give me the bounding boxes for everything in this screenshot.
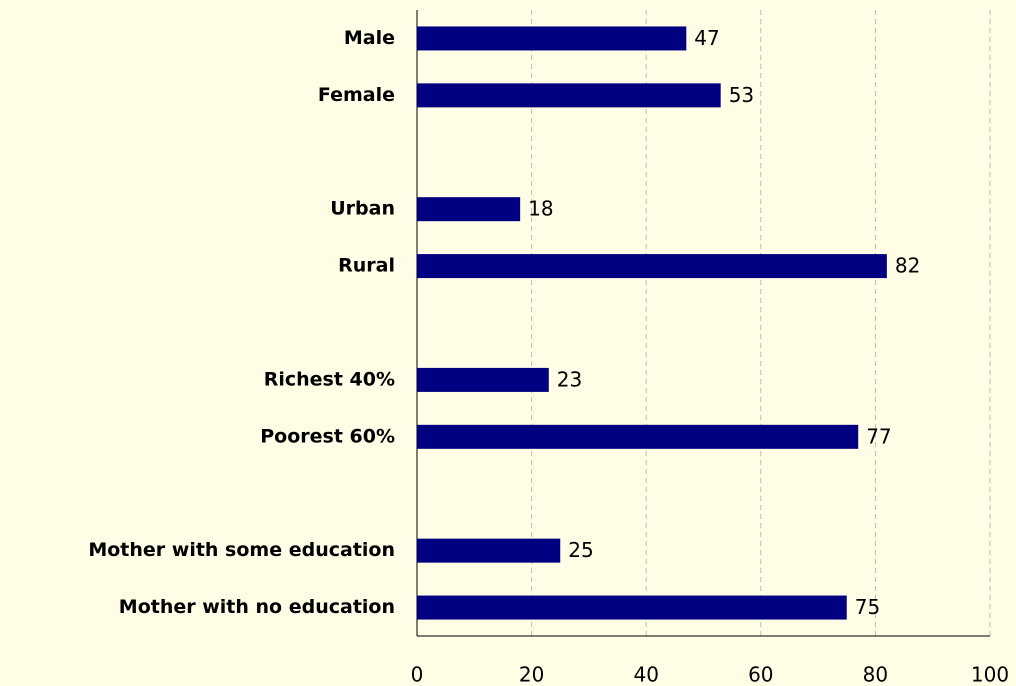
x-tick-label: 60 [748, 663, 773, 686]
bar [417, 538, 561, 563]
x-tick-label: 40 [633, 663, 658, 686]
y-tick-label: Poorest 60% [260, 425, 395, 447]
bar [417, 254, 887, 279]
bar [417, 197, 521, 222]
y-tick-label: Mother with some education [88, 539, 395, 561]
y-tick-label: Richest 40% [264, 368, 395, 390]
data-label: 77 [866, 424, 891, 448]
data-label: 25 [568, 538, 593, 562]
x-tick-label: 100 [971, 663, 1009, 686]
data-label: 53 [729, 83, 754, 107]
data-label: 23 [557, 367, 582, 391]
y-tick-label: Female [318, 84, 395, 106]
y-tick-label: Male [344, 27, 395, 49]
y-tick-label: Rural [338, 255, 395, 277]
bar [417, 83, 721, 108]
data-label: 82 [895, 254, 920, 278]
y-tick-label: Urban [330, 198, 395, 220]
bar [417, 595, 847, 620]
x-tick-label: 20 [519, 663, 544, 686]
y-tick-label: Mother with no education [119, 596, 395, 618]
data-label: 75 [855, 595, 880, 619]
x-tick-label: 0 [411, 663, 424, 686]
data-label: 47 [694, 26, 719, 50]
x-tick-label: 80 [863, 663, 888, 686]
bar [417, 367, 549, 392]
bar [417, 26, 687, 51]
data-label: 18 [528, 197, 553, 221]
bar [417, 424, 859, 449]
